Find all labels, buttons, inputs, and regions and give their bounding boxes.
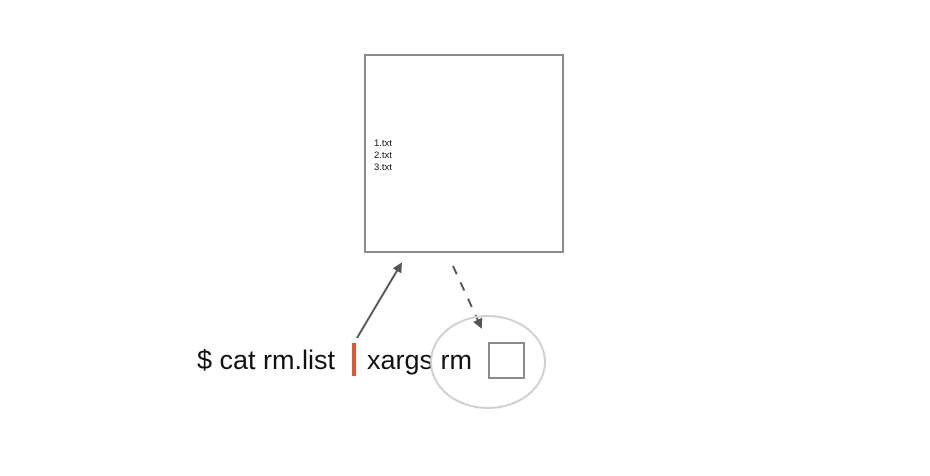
argument-box <box>488 342 525 379</box>
file-line: 3.txt <box>374 162 392 173</box>
read-arrow <box>356 262 403 339</box>
file-contents: 1.txt 2.txt 3.txt <box>374 138 392 174</box>
file-line: 2.txt <box>374 150 392 161</box>
pipe-bar <box>352 343 356 376</box>
command-cat: $ cat rm.list <box>197 345 336 375</box>
file-box: 1.txt 2.txt 3.txt <box>364 54 564 253</box>
args-circle <box>430 315 546 409</box>
file-line: 1.txt <box>374 138 392 149</box>
